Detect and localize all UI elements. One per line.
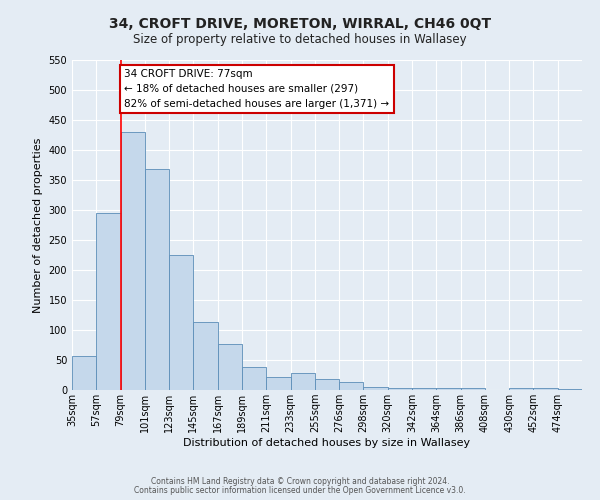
Text: Contains public sector information licensed under the Open Government Licence v3: Contains public sector information licen… [134, 486, 466, 495]
Bar [218, 344, 242, 390]
Bar [193, 322, 218, 390]
Bar [169, 255, 193, 390]
Bar [242, 367, 266, 390]
Text: Size of property relative to detached houses in Wallasey: Size of property relative to detached ho… [133, 32, 467, 46]
Y-axis label: Number of detached properties: Number of detached properties [33, 138, 43, 312]
Bar [72, 356, 96, 390]
Bar [461, 388, 485, 390]
Text: 34 CROFT DRIVE: 77sqm
← 18% of detached houses are smaller (297)
82% of semi-det: 34 CROFT DRIVE: 77sqm ← 18% of detached … [124, 69, 389, 108]
Bar [558, 389, 582, 390]
Bar [96, 213, 121, 390]
Bar [339, 382, 364, 390]
Bar [290, 372, 315, 390]
Bar [121, 132, 145, 390]
Bar [315, 379, 339, 390]
Bar [388, 388, 412, 390]
Bar [436, 388, 461, 390]
Bar [364, 387, 388, 390]
X-axis label: Distribution of detached houses by size in Wallasey: Distribution of detached houses by size … [184, 438, 470, 448]
Bar [412, 388, 436, 390]
Bar [509, 388, 533, 390]
Bar [533, 388, 558, 390]
Bar [145, 169, 169, 390]
Text: Contains HM Land Registry data © Crown copyright and database right 2024.: Contains HM Land Registry data © Crown c… [151, 477, 449, 486]
Text: 34, CROFT DRIVE, MORETON, WIRRAL, CH46 0QT: 34, CROFT DRIVE, MORETON, WIRRAL, CH46 0… [109, 18, 491, 32]
Bar [266, 377, 290, 390]
